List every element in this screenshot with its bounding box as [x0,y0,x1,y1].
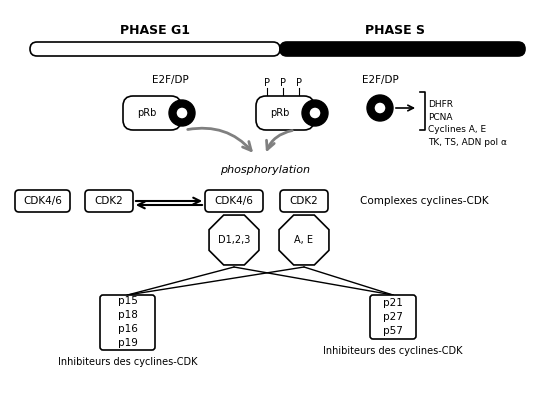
Text: D1,2,3: D1,2,3 [218,235,250,245]
Text: p15
p18
p16
p19: p15 p18 p16 p19 [118,297,138,349]
Text: P: P [296,78,302,88]
Polygon shape [279,215,329,265]
Text: PHASE S: PHASE S [365,24,425,37]
Text: p21
p27
p57: p21 p27 p57 [383,298,403,336]
FancyBboxPatch shape [280,190,328,212]
Polygon shape [209,215,259,265]
Circle shape [169,100,195,126]
Text: A, E: A, E [295,235,314,245]
Text: DHFR
PCNA
Cyclines A, E
TK, TS, ADN pol α: DHFR PCNA Cyclines A, E TK, TS, ADN pol … [428,100,507,147]
Text: CDK4/6: CDK4/6 [215,196,253,206]
FancyBboxPatch shape [370,295,416,339]
Text: Inhibiteurs des cyclines-CDK: Inhibiteurs des cyclines-CDK [324,346,463,356]
Text: pRb: pRb [137,108,156,118]
FancyBboxPatch shape [256,96,314,130]
Circle shape [374,102,386,114]
FancyBboxPatch shape [30,42,280,56]
Circle shape [367,95,393,121]
Text: CDK4/6: CDK4/6 [23,196,62,206]
FancyBboxPatch shape [280,42,525,56]
Text: CDK2: CDK2 [290,196,319,206]
Text: PHASE G1: PHASE G1 [120,24,190,37]
Text: P: P [280,78,286,88]
Text: P: P [264,78,270,88]
FancyBboxPatch shape [15,190,70,212]
Text: E2F/DP: E2F/DP [362,75,398,85]
Text: Complexes cyclines-CDK: Complexes cyclines-CDK [360,196,489,206]
FancyBboxPatch shape [100,295,155,350]
FancyBboxPatch shape [123,96,181,130]
Text: phosphorylation: phosphorylation [220,165,310,175]
Circle shape [176,107,188,119]
Circle shape [309,107,321,119]
FancyBboxPatch shape [85,190,133,212]
Text: pRb: pRb [270,108,290,118]
Text: CDK2: CDK2 [95,196,123,206]
Text: Inhibiteurs des cyclines-CDK: Inhibiteurs des cyclines-CDK [58,357,197,367]
Text: E2F/DP: E2F/DP [152,75,189,85]
Circle shape [302,100,328,126]
FancyBboxPatch shape [205,190,263,212]
